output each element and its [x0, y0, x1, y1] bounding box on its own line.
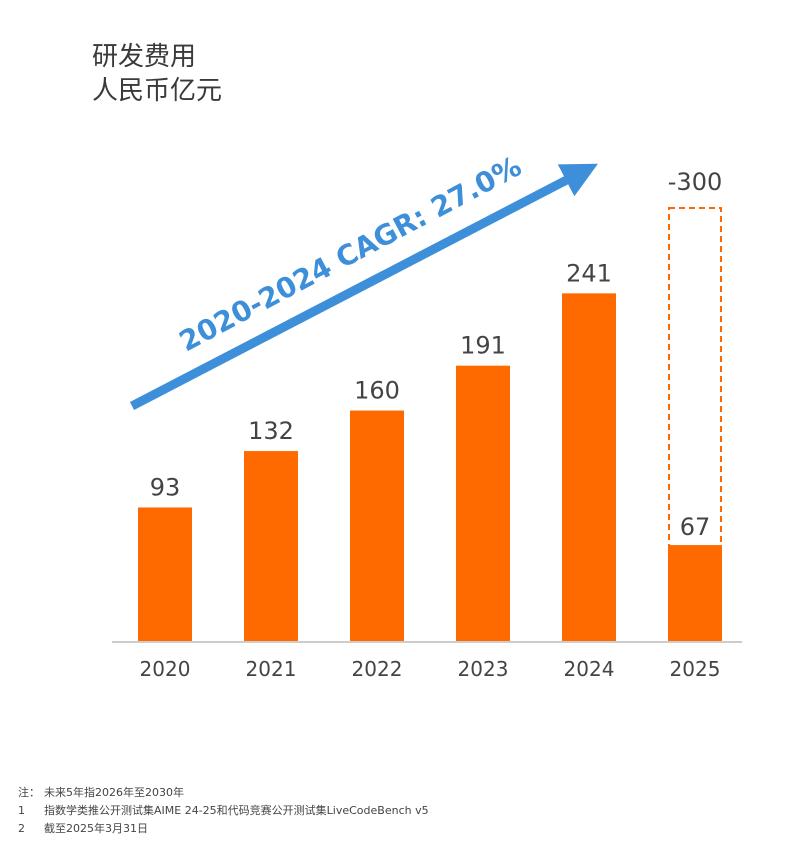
footnote-mark: 注： [18, 786, 40, 799]
x-tick-2021: 2021 [246, 657, 297, 681]
bar-2020 [138, 507, 192, 642]
cagr-arrow [129, 163, 598, 410]
title-main: 研发费用 [92, 42, 197, 72]
bar-2021 [244, 451, 298, 642]
bar-2022 [350, 410, 404, 642]
x-tick-2020: 2020 [140, 657, 191, 681]
bar-2024 [562, 293, 616, 642]
planned-value-label: -300 [668, 168, 722, 196]
value-label-2022: 160 [354, 377, 400, 405]
footnote-mark: 2 [18, 822, 25, 835]
bar-chart: 93 132 160 191 241 -300 67 2020 2021 2022 2023 202… [112, 150, 742, 681]
x-tick-2024: 2024 [564, 657, 615, 681]
value-label-2025: 67 [680, 513, 711, 541]
cagr-label: 2020-2024 CAGR: 27.0% [174, 150, 527, 359]
footnote-mark: 1 [18, 804, 25, 817]
footnotes: 注： 未来5年指2026年至2030年 1 指数学类推公开测试集AIME 24-25和… [18, 784, 429, 838]
footnote-2: 2 截至2025年3月31日 [18, 820, 429, 838]
footnote-text: 截至2025年3月31日 [44, 822, 148, 835]
bar-2025 [668, 545, 722, 642]
x-tick-2025: 2025 [670, 657, 721, 681]
bar-2023 [456, 365, 510, 642]
footnote-text: 未来5年指2026年至2030年 [44, 786, 184, 799]
footnote-0: 注： 未来5年指2026年至2030年 [18, 784, 429, 802]
footnote-text: 指数学类推公开测试集AIME 24-25和代码竞赛公开测试集LiveCodeBe… [44, 804, 429, 817]
value-label-2024: 241 [566, 259, 612, 287]
footnote-1: 1 指数学类推公开测试集AIME 24-25和代码竞赛公开测试集LiveCodeB… [18, 802, 429, 820]
value-label-2020: 93 [150, 473, 181, 501]
x-tick-2022: 2022 [352, 657, 403, 681]
chart-title: 研发费用 人民币亿元 [92, 40, 222, 108]
x-tick-2023: 2023 [458, 657, 509, 681]
title-unit: 人民币亿元 [92, 76, 223, 106]
value-label-2023: 191 [460, 332, 506, 360]
value-label-2021: 132 [248, 417, 294, 445]
